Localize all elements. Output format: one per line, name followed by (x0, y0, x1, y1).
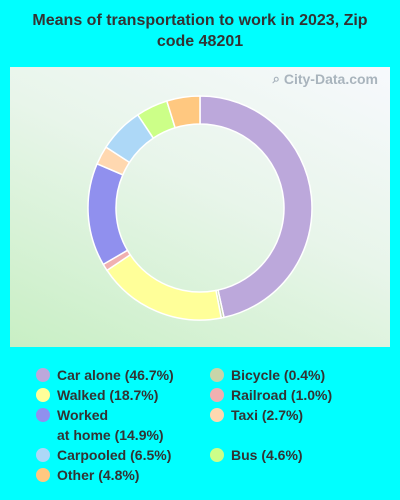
legend-label-cont: at home (14.9%) (57, 427, 164, 443)
legend-swatch (36, 448, 50, 462)
legend-label: Bicycle (0.4%) (231, 367, 326, 383)
slice-worked-at-home (87, 162, 129, 266)
legend-swatch (210, 368, 224, 382)
chart-title: Means of transportation to work in 2023,… (32, 12, 368, 50)
slice-walked (105, 253, 223, 321)
legend-swatch (210, 388, 224, 402)
legend-swatch (210, 448, 224, 462)
legend-swatch (210, 408, 224, 422)
slice-other (165, 95, 201, 129)
plot-area: ⌕ City-Data.com (10, 67, 390, 347)
legend-label: Worked (57, 407, 109, 423)
watermark-text: City-Data.com (283, 71, 378, 87)
legend-label: Car alone (46.7%) (57, 367, 174, 383)
legend-label: Bus (4.6%) (231, 447, 303, 463)
legend-label: Other (4.8%) (57, 467, 140, 483)
legend-label: Carpooled (6.5%) (57, 447, 172, 463)
legend-swatch (36, 468, 50, 482)
donut-chart (87, 95, 313, 321)
legend-swatch (36, 408, 50, 422)
legend-swatch (36, 368, 50, 382)
chart-legend: Car alone (46.7%) Walked (18.7%) Worked at … (0, 366, 400, 496)
legend-swatch (36, 388, 50, 402)
magnifier-icon: ⌕ (272, 71, 280, 86)
slice-car-alone (199, 95, 313, 319)
legend-label: Taxi (2.7%) (231, 407, 304, 423)
legend-label: Walked (18.7%) (57, 387, 159, 403)
legend-label: Railroad (1.0%) (231, 387, 333, 403)
watermark: ⌕ City-Data.com (273, 71, 378, 87)
